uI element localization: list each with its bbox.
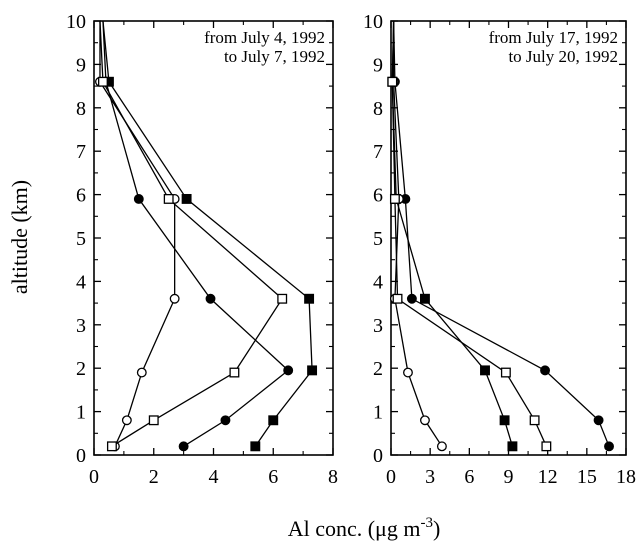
data-point-square — [181, 193, 192, 204]
series-filled-square — [102, 20, 318, 452]
series-filled-square — [387, 20, 518, 452]
data-point-square — [106, 441, 117, 452]
data-point-square — [387, 76, 398, 87]
x-axis-title-prefix: Al conc. ( — [288, 516, 375, 541]
data-point-square — [229, 367, 240, 378]
data-point-circle — [136, 367, 147, 378]
y-tick-label: 4 — [76, 271, 86, 293]
x-tick-label: 0 — [89, 466, 99, 488]
data-point-square — [529, 415, 540, 426]
y-tick-label: 10 — [363, 11, 383, 33]
x-tick-label: 8 — [328, 466, 338, 488]
data-point-square — [392, 293, 403, 304]
y-tick-label: 2 — [373, 358, 383, 380]
y-tick-label: 6 — [76, 185, 86, 207]
x-tick-label: 18 — [616, 466, 636, 488]
data-point-circle — [178, 441, 189, 452]
data-point-circle — [436, 441, 447, 452]
data-point-circle — [169, 293, 180, 304]
series-filled-circle — [100, 20, 294, 452]
y-tick-label: 7 — [373, 141, 383, 163]
data-point-square — [163, 193, 174, 204]
data-point-circle — [419, 415, 430, 426]
plot-frame — [390, 20, 627, 456]
y-tick-label: 3 — [76, 315, 86, 337]
x-tick-label: 15 — [577, 466, 597, 488]
y-tick-label: 10 — [66, 11, 86, 33]
series-filled-circle — [389, 20, 614, 452]
y-tick-label: 0 — [373, 445, 383, 467]
data-point-circle — [604, 441, 614, 452]
date-range-annotation: from July 4, 1992 — [204, 28, 325, 47]
y-tick-label: 1 — [373, 402, 383, 424]
data-point-circle — [121, 415, 132, 426]
series-line — [392, 20, 610, 447]
data-point-square — [419, 293, 430, 304]
x-axis-title-suffix: ) — [433, 516, 440, 541]
series-open-square — [387, 20, 552, 452]
y-tick-label: 0 — [76, 445, 86, 467]
y-tick-label: 3 — [373, 315, 383, 337]
data-point-circle — [406, 293, 417, 304]
series-line — [391, 20, 547, 447]
x-axis-title-unit: g m — [387, 516, 421, 541]
data-point-square — [541, 441, 552, 452]
y-tick-label: 5 — [76, 228, 86, 250]
y-tick-label: 2 — [76, 358, 86, 380]
y-tick-label: 8 — [373, 98, 383, 120]
y-tick-label: 5 — [373, 228, 383, 250]
x-tick-label: 0 — [386, 466, 396, 488]
data-point-square — [507, 441, 518, 452]
data-point-circle — [593, 415, 604, 426]
series-open-square — [98, 20, 288, 452]
x-axis-title: Al conc. (μg m-3) — [288, 515, 441, 541]
date-range-annotation: from July 17, 1992 — [489, 28, 618, 47]
x-tick-label: 9 — [504, 466, 514, 488]
y-tick-label: 7 — [76, 141, 86, 163]
y-tick-label: 9 — [373, 54, 383, 76]
x-tick-label: 3 — [425, 466, 435, 488]
data-point-circle — [403, 367, 413, 378]
data-point-circle — [540, 365, 551, 376]
data-point-square — [480, 365, 490, 376]
series-line — [391, 20, 514, 447]
x-tick-label: 4 — [209, 466, 219, 488]
data-point-circle — [133, 193, 144, 204]
data-point-square — [307, 365, 318, 376]
data-point-square — [304, 293, 315, 304]
data-point-circle — [283, 365, 294, 376]
x-tick-label: 6 — [268, 466, 278, 488]
x-tick-label: 2 — [149, 466, 159, 488]
y-axis-title: altitude (km) — [7, 180, 32, 294]
series-line — [392, 21, 443, 447]
y-tick-label: 1 — [76, 402, 86, 424]
series-line — [99, 20, 284, 447]
date-range-annotation: to July 7, 1992 — [224, 47, 325, 66]
data-point-square — [499, 415, 510, 426]
x-tick-label: 6 — [464, 466, 474, 488]
data-point-circle — [220, 415, 231, 426]
data-point-square — [268, 415, 279, 426]
x-axis-title-mu: μ — [375, 516, 387, 541]
y-tick-label: 9 — [76, 54, 86, 76]
data-point-square — [277, 293, 288, 304]
data-point-circle — [205, 293, 216, 304]
y-tick-label: 6 — [373, 185, 383, 207]
data-point-square — [500, 367, 511, 378]
x-tick-label: 12 — [538, 466, 558, 488]
data-point-square — [250, 441, 261, 452]
y-tick-label: 8 — [76, 98, 86, 120]
x-axis-title-exponent: -3 — [420, 515, 433, 531]
y-tick-label: 4 — [373, 271, 383, 293]
series-line — [102, 20, 290, 447]
data-point-square — [98, 76, 108, 87]
date-range-annotation: to July 20, 1992 — [508, 47, 618, 66]
data-point-square — [389, 193, 400, 204]
data-point-square — [148, 415, 159, 426]
